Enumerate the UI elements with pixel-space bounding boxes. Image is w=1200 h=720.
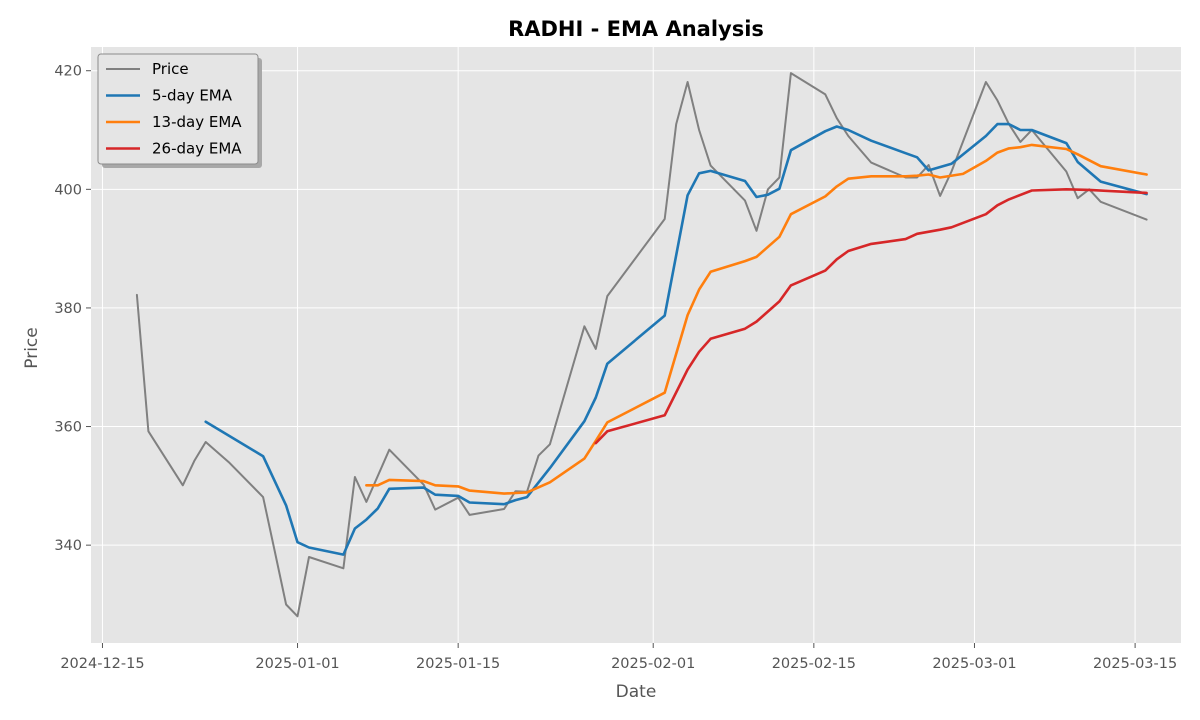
x-tick-label: 2024-12-15 (60, 656, 144, 672)
series-line-26-day-ema (594, 188, 1148, 445)
y-tick-label: 360 (54, 420, 82, 436)
x-tick-label: 2025-01-15 (416, 656, 500, 672)
y-axis-label: Price (22, 327, 42, 368)
x-tick-label: 2025-02-01 (611, 656, 695, 672)
legend-box (97, 53, 259, 165)
legend-label-price: Price (152, 60, 189, 78)
series-line-5-day-ema (204, 122, 1148, 556)
x-axis-label: Date (616, 682, 657, 702)
series-line-price (135, 72, 1148, 618)
chart-title: RADHI - EMA Analysis (508, 17, 764, 41)
x-tick-label: 2025-02-15 (772, 656, 856, 672)
x-tick-label: 2025-03-15 (1093, 656, 1177, 672)
x-tick-label: 2025-01-01 (255, 656, 339, 672)
legend-items: Price 5-day EMA 13-day EMA 26-day EMA (106, 60, 242, 158)
y-tick-label: 400 (54, 182, 82, 198)
y-tick-label: 420 (54, 64, 82, 80)
legend: Price 5-day EMA 13-day EMA 26-day EMA (97, 53, 262, 168)
y-tick-label: 340 (54, 538, 82, 554)
y-tick-label: 380 (54, 301, 82, 317)
legend-label-5-day-ema: 5-day EMA (152, 87, 233, 105)
legend-label-13-day-ema: 13-day EMA (152, 113, 242, 131)
x-tick-label: 2025-03-01 (932, 656, 1016, 672)
x-axis-ticks: 2024-12-15 2025-01-01 2025-01-15 2025-02-01… (60, 643, 1177, 672)
y-axis-ticks: 340 360 380 400 420 (54, 64, 91, 554)
series-layer (135, 72, 1148, 618)
legend-label-26-day-ema: 26-day EMA (152, 140, 242, 158)
series-line-13-day-ema (365, 143, 1148, 495)
